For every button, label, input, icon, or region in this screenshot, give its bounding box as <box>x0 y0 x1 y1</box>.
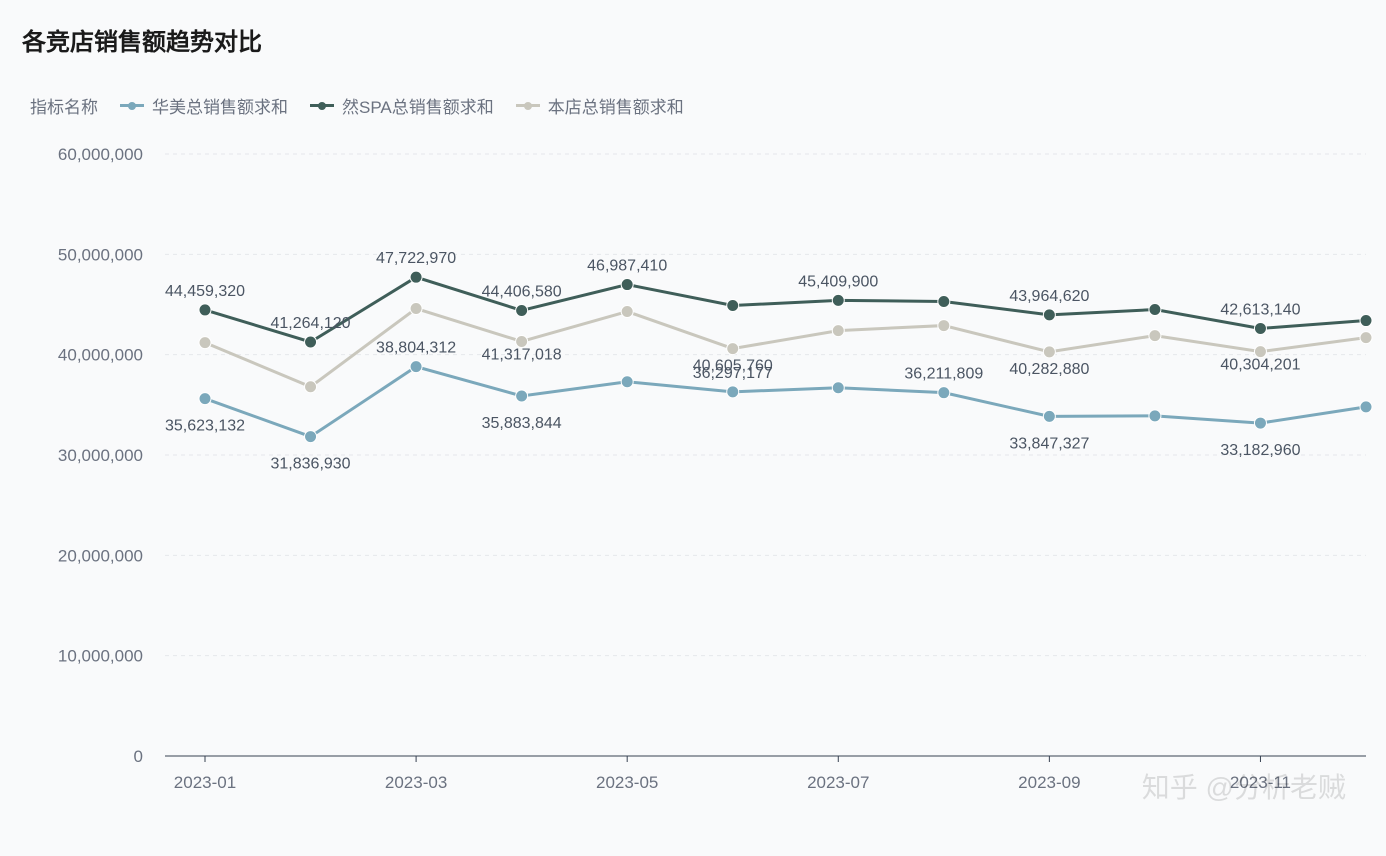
legend-label: 然SPA总销售额求和 <box>342 93 494 118</box>
legend: 指标名称 华美总销售额求和 然SPA总销售额求和 本店总销售额求和 <box>30 93 1376 118</box>
svg-text:2023-07: 2023-07 <box>807 773 869 792</box>
svg-text:33,847,327: 33,847,327 <box>1009 435 1089 452</box>
legend-item[interactable]: 华美总销售额求和 <box>120 93 288 118</box>
svg-text:47,722,970: 47,722,970 <box>376 250 456 267</box>
svg-text:0: 0 <box>134 747 143 766</box>
svg-text:45,409,900: 45,409,900 <box>798 273 878 290</box>
svg-text:44,459,320: 44,459,320 <box>165 283 245 300</box>
svg-text:43,964,620: 43,964,620 <box>1009 288 1089 305</box>
legend-item[interactable]: 然SPA总销售额求和 <box>310 93 494 118</box>
legend-label: 本店总销售额求和 <box>548 93 684 118</box>
svg-text:35,623,132: 35,623,132 <box>165 418 245 435</box>
svg-text:40,304,201: 40,304,201 <box>1220 357 1300 374</box>
legend-title: 指标名称 <box>30 93 98 118</box>
svg-text:33,182,960: 33,182,960 <box>1220 442 1300 459</box>
svg-text:42,613,140: 42,613,140 <box>1220 301 1300 318</box>
svg-text:2023-11: 2023-11 <box>1230 773 1291 792</box>
svg-text:20,000,000: 20,000,000 <box>58 546 143 565</box>
line-chart-svg: 0 10,000,000 20,000,000 30,000,000 40,000,00… <box>10 136 1376 826</box>
chart-title: 各竞店销售额趋势对比 <box>22 22 1376 57</box>
svg-text:60,000,000: 60,000,000 <box>58 145 143 164</box>
svg-text:41,317,018: 41,317,018 <box>482 346 562 363</box>
svg-text:30,000,000: 30,000,000 <box>58 446 143 465</box>
legend-swatch <box>120 104 144 107</box>
svg-text:41,264,120: 41,264,120 <box>271 315 351 332</box>
svg-text:38,804,312: 38,804,312 <box>376 340 456 357</box>
svg-text:40,282,880: 40,282,880 <box>1009 361 1089 378</box>
chart-plot-area: 0 10,000,000 20,000,000 30,000,000 40,000,00… <box>10 136 1376 826</box>
legend-item[interactable]: 本店总销售额求和 <box>516 93 684 118</box>
legend-label: 华美总销售额求和 <box>152 93 288 118</box>
svg-text:40,605,760: 40,605,760 <box>693 358 773 375</box>
svg-text:44,406,580: 44,406,580 <box>482 283 562 300</box>
svg-text:31,836,930: 31,836,930 <box>271 456 351 473</box>
svg-text:2023-09: 2023-09 <box>1018 773 1080 792</box>
svg-text:2023-03: 2023-03 <box>385 773 447 792</box>
svg-text:50,000,000: 50,000,000 <box>58 245 143 264</box>
svg-text:35,883,844: 35,883,844 <box>482 415 562 432</box>
svg-text:10,000,000: 10,000,000 <box>58 647 143 666</box>
svg-text:2023-05: 2023-05 <box>596 773 658 792</box>
svg-text:2023-01: 2023-01 <box>174 773 236 792</box>
legend-swatch <box>310 104 334 107</box>
svg-text:40,000,000: 40,000,000 <box>58 346 143 365</box>
svg-text:36,211,809: 36,211,809 <box>904 366 983 383</box>
svg-text:46,987,410: 46,987,410 <box>587 258 667 275</box>
chart-container: 各竞店销售额趋势对比 指标名称 华美总销售额求和 然SPA总销售额求和 本店总销… <box>0 0 1386 856</box>
legend-swatch <box>516 104 540 107</box>
